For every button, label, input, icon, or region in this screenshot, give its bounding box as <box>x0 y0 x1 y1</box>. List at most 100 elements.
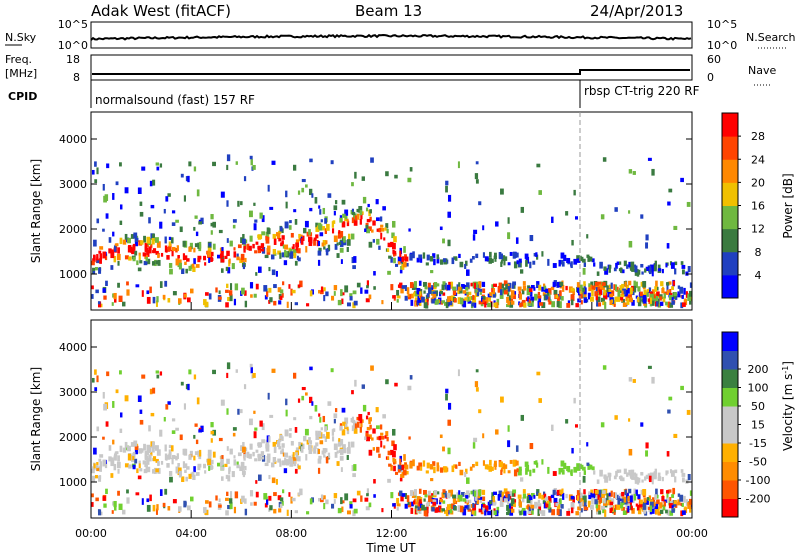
power-cell <box>597 296 601 303</box>
velocity-cell <box>152 441 155 445</box>
power-cell <box>656 291 660 297</box>
velocity-cell <box>327 401 332 406</box>
power-cell <box>137 187 142 194</box>
velocity-cell <box>330 503 335 509</box>
velocity-cell <box>285 409 288 417</box>
velocity-cell <box>316 447 319 455</box>
power-cell <box>387 270 391 275</box>
velocity-cell <box>433 490 438 496</box>
power-cell <box>289 220 292 224</box>
velocity-cell <box>268 436 271 443</box>
velocity-cell <box>346 428 350 435</box>
velocity-cell <box>372 447 375 451</box>
power-cell <box>327 193 332 198</box>
power-cell <box>450 281 454 289</box>
power-cell <box>409 167 413 172</box>
power-cell <box>464 297 468 301</box>
velocity-cell <box>190 496 194 502</box>
velocity-cell <box>431 493 434 497</box>
power-cell <box>99 253 103 260</box>
power-cell <box>516 260 519 265</box>
velocity-cell <box>171 457 174 465</box>
velocity-cell <box>351 416 354 420</box>
velocity-cell <box>482 433 485 439</box>
power-cell <box>536 283 539 287</box>
velocity-cell <box>192 474 196 481</box>
power-cell <box>226 164 229 171</box>
power-cell <box>241 287 245 295</box>
velocity-cell <box>630 505 633 511</box>
velocity-cell <box>673 433 678 438</box>
power-cell <box>418 254 423 259</box>
velocity-cell <box>115 389 119 394</box>
power-cell <box>600 284 605 290</box>
velocity-cell <box>665 490 670 494</box>
velocity-cell <box>180 381 184 386</box>
velocity-cell <box>317 458 322 464</box>
velocity-cell <box>145 465 148 470</box>
power-cell <box>683 299 688 306</box>
power-cell <box>284 244 289 250</box>
power-cell <box>159 221 163 229</box>
power-cell <box>687 294 692 301</box>
power-cell <box>112 193 115 200</box>
velocity-cell <box>289 456 293 462</box>
power-cell <box>512 281 517 286</box>
velocity-cell <box>360 421 363 428</box>
velocity-cell <box>458 461 461 466</box>
power-cell <box>641 271 644 275</box>
velocity-cell <box>218 498 221 503</box>
velocity-cell <box>400 494 404 502</box>
velocity-cell <box>663 499 668 503</box>
power-cell <box>188 246 192 252</box>
power-cell <box>547 258 550 266</box>
colorbar-tick-label: -100 <box>746 474 771 487</box>
velocity-cell <box>98 458 102 462</box>
velocity-cell <box>475 387 479 392</box>
velocity-cell <box>227 475 231 482</box>
velocity-cell <box>346 510 351 515</box>
velocity-cell <box>504 464 508 469</box>
power-cell <box>368 226 372 232</box>
velocity-cell <box>243 454 246 461</box>
velocity-cell <box>416 465 420 471</box>
velocity-cell <box>333 418 336 424</box>
velocity-cell <box>134 458 138 464</box>
velocity-cell <box>449 503 453 508</box>
power-cell <box>668 281 672 285</box>
velocity-cell <box>186 466 190 470</box>
power-cell <box>353 300 358 306</box>
power-cell <box>240 201 243 206</box>
velocity-cell <box>99 461 103 468</box>
power-cell <box>684 298 687 303</box>
velocity-cell <box>146 458 150 465</box>
power-cell <box>134 241 138 247</box>
power-cell <box>422 281 427 287</box>
power-cell <box>660 281 664 287</box>
power-cell <box>98 267 102 274</box>
power-cell <box>303 227 307 234</box>
power-cell <box>474 173 479 180</box>
velocity-cell <box>457 494 462 499</box>
power-cell <box>385 223 389 229</box>
velocity-cell <box>212 369 216 375</box>
power-cell <box>94 179 98 183</box>
velocity-cell <box>268 495 272 501</box>
velocity-cell <box>642 503 647 510</box>
velocity-cell <box>132 456 135 461</box>
velocity-cell <box>286 509 289 516</box>
time-axis-label: Time UT <box>365 541 416 554</box>
velocity-cell <box>513 469 518 477</box>
power-cell <box>665 301 668 306</box>
power-cell <box>133 232 138 239</box>
velocity-cell <box>337 439 342 447</box>
power-cell <box>155 300 158 307</box>
velocity-cell <box>621 491 625 497</box>
velocity-cell <box>284 429 289 437</box>
velocity-cell <box>195 439 199 445</box>
power-cell <box>482 225 485 231</box>
velocity-cell <box>126 445 131 452</box>
velocity-cell <box>506 511 510 516</box>
velocity-cell <box>352 473 356 478</box>
velocity-cell <box>122 447 127 453</box>
